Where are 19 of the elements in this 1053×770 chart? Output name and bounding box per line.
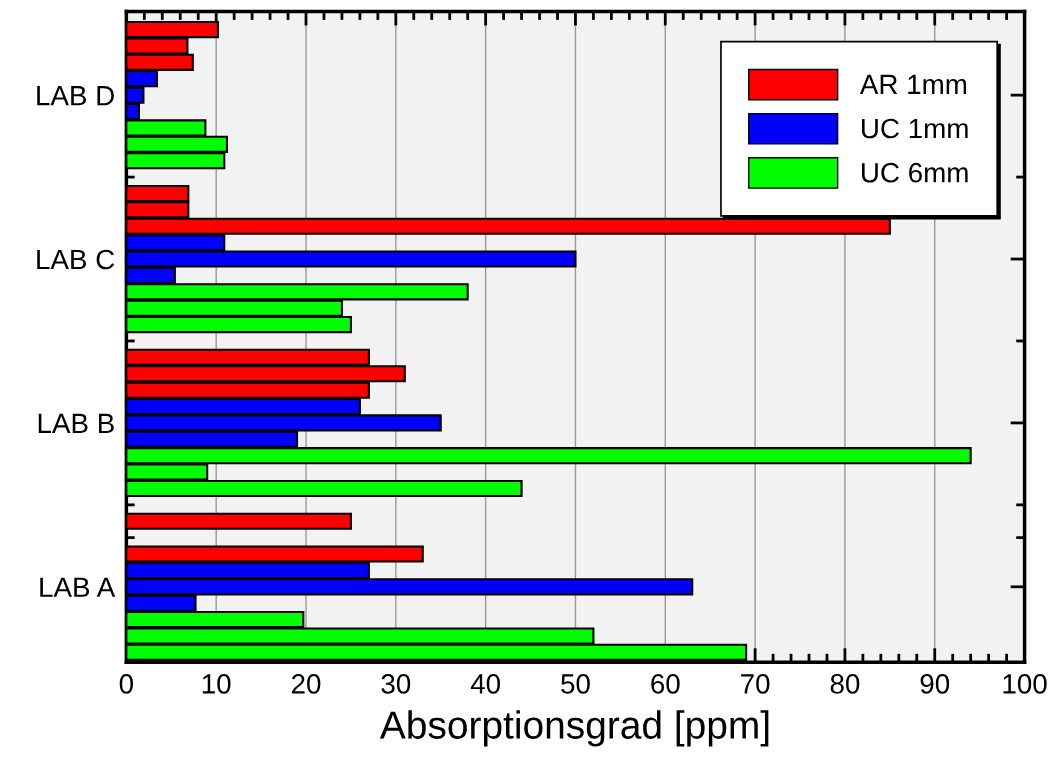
x-tick-label: 70 [741, 674, 770, 694]
x-tick-label: 90 [920, 674, 950, 694]
x-tick-label: 40 [470, 674, 501, 694]
legend-label: UC 1mm [862, 118, 968, 139]
x-axis-title: Absorptionsgrad [ppm] [379, 710, 769, 747]
x-tick-label: 100 [1003, 674, 1047, 694]
x-tick-label: 50 [561, 674, 590, 694]
legend-label: AR 1mm [859, 74, 967, 94]
x-tick-label: 20 [291, 674, 321, 694]
x-tick-label: 30 [381, 674, 411, 694]
legend-label: UC 6mm [862, 162, 968, 183]
y-tick-label: LAB C [37, 249, 115, 270]
y-tick-label: LAB B [38, 413, 114, 433]
x-tick-label: 10 [202, 674, 231, 694]
x-tick-label: 60 [651, 674, 680, 694]
x-tick-label: 80 [830, 674, 860, 694]
y-tick-label: LAB D [37, 86, 114, 106]
x-tick-label: 0 [119, 674, 133, 694]
y-tick-label: LAB A [40, 577, 116, 597]
